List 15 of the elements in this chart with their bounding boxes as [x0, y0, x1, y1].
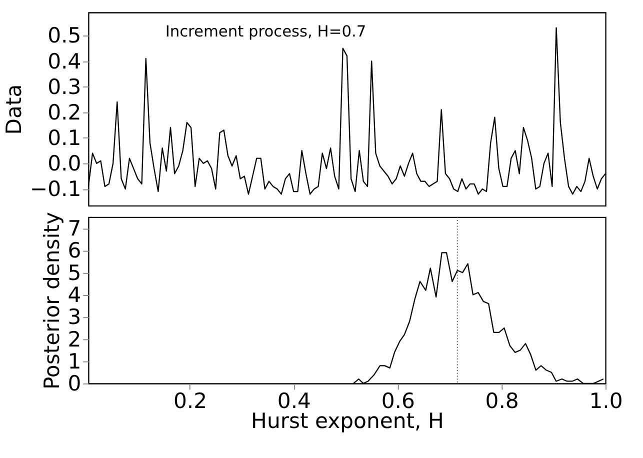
y-axis-title: Posterior density — [39, 212, 64, 390]
x-tick-label: 1.0 — [589, 388, 623, 413]
y-axis-title: Data — [1, 84, 26, 135]
y-tick-label: 0.1 — [48, 125, 82, 150]
y-tick-label: 7 — [68, 215, 82, 240]
y-tick-label: 0.4 — [48, 48, 82, 74]
annotation: Increment process, H=0.7 — [165, 22, 366, 40]
y-tick-label: 0.2 — [48, 99, 82, 124]
y-tick-label: 0.5 — [48, 22, 82, 48]
y-tick-label: 0.0 — [48, 150, 82, 176]
y-tick-label: 0 — [68, 370, 82, 396]
y-tick-label: −0.1 — [30, 176, 82, 202]
y-tick-label: 0.3 — [48, 74, 82, 99]
x-tick-label: 0.8 — [485, 388, 519, 413]
x-tick-label: 0.2 — [173, 388, 208, 413]
